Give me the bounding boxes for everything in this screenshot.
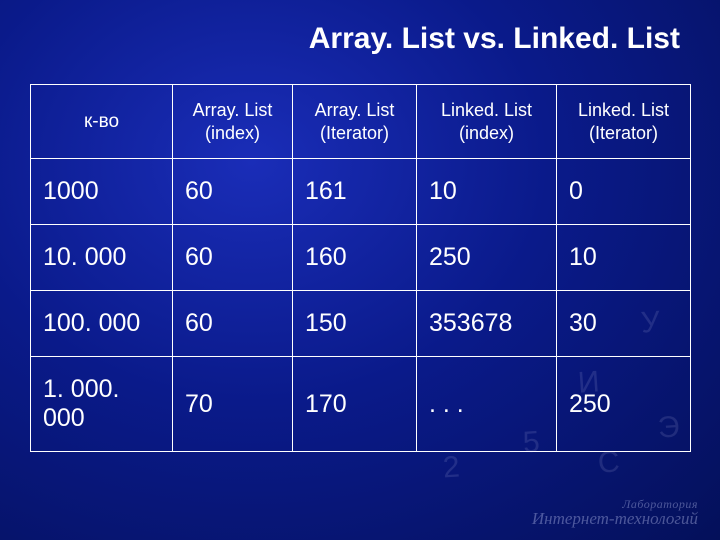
watermark-line2: Интернет-технологий [532,510,698,528]
table-row: 100. 000 60 150 353678 30 [31,291,691,357]
col-header-linkedlist-index: Linked. List (index) [417,85,557,159]
cell-value: 70 [173,357,293,452]
cell-value: 10 [557,225,691,291]
cell-value: 353678 [417,291,557,357]
cell-value: 60 [173,291,293,357]
cell-value: 170 [293,357,417,452]
cell-value: 161 [293,159,417,225]
cell-count: 100. 000 [31,291,173,357]
table-row: 10. 000 60 160 250 10 [31,225,691,291]
cell-value: . . . [417,357,557,452]
watermark: Лаборатория Интернет-технологий [532,498,698,528]
col-header-arraylist-index: Array. List (index) [173,85,293,159]
cell-value: 60 [173,225,293,291]
slide-title: Array. List vs. Linked. List [30,22,680,56]
cell-count: 1. 000. 000 [31,357,173,452]
cell-count: 1000 [31,159,173,225]
cell-value: 60 [173,159,293,225]
cell-value: 10 [417,159,557,225]
bg-texture: 2 [442,450,461,485]
cell-value: 30 [557,291,691,357]
cell-value: 250 [417,225,557,291]
cell-count: 10. 000 [31,225,173,291]
cell-value: 250 [557,357,691,452]
table-header-row: к-во Array. List (index) Array. List (It… [31,85,691,159]
table-row: 1. 000. 000 70 170 . . . 250 [31,357,691,452]
col-header-arraylist-iterator: Array. List (Iterator) [293,85,417,159]
table-row: 1000 60 161 10 0 [31,159,691,225]
col-header-count: к-во [31,85,173,159]
col-header-linkedlist-iterator: Linked. List (Iterator) [557,85,691,159]
cell-value: 160 [293,225,417,291]
cell-value: 0 [557,159,691,225]
comparison-table: к-во Array. List (index) Array. List (It… [30,84,691,452]
slide: Array. List vs. Linked. List к-во Array.… [0,0,720,540]
cell-value: 150 [293,291,417,357]
watermark-line1: Лаборатория [532,498,698,511]
